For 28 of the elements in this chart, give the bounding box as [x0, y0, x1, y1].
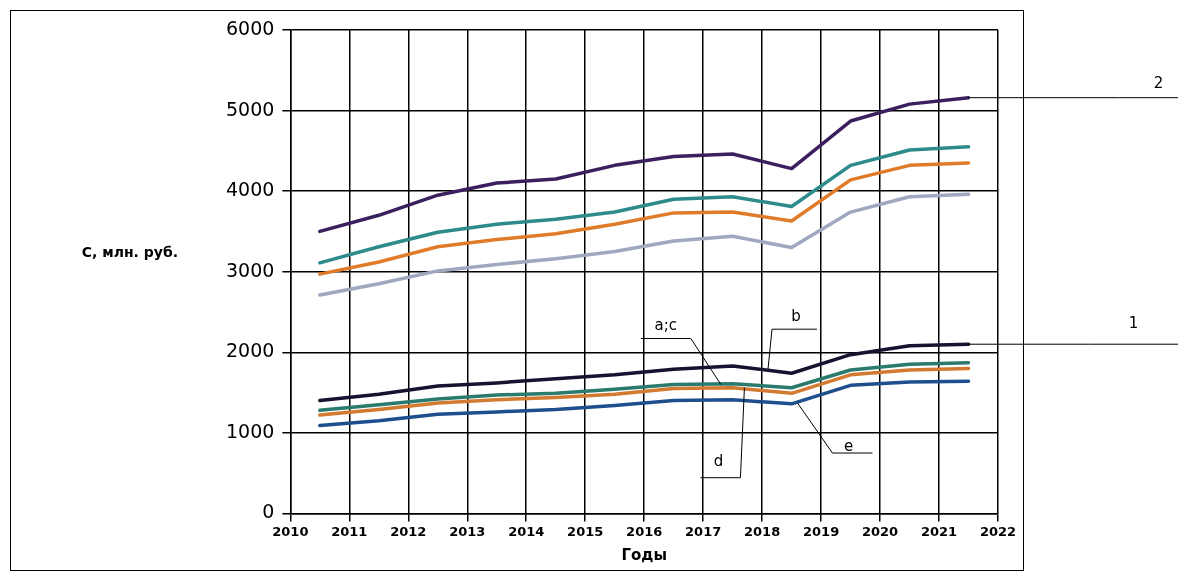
- x-tick-label: 2016: [626, 523, 663, 539]
- y-tick-label: 1000: [225, 419, 275, 442]
- x-axis-title: Годы: [621, 545, 667, 564]
- x-tick-label: 2021: [920, 523, 958, 539]
- y-tick-label: 2000: [225, 339, 275, 362]
- annotation: e: [843, 436, 854, 455]
- y-tick-label: 0: [262, 500, 275, 523]
- annotation: d: [713, 451, 724, 470]
- x-tick-label: 2013: [449, 523, 486, 539]
- y-tick-label: 4000: [225, 178, 275, 201]
- annotation: b: [791, 307, 801, 326]
- annotation: 1: [1128, 314, 1139, 333]
- x-tick-label: 2014: [508, 523, 545, 539]
- y-tick-label: 3000: [225, 258, 275, 281]
- x-tick-label: 2022: [979, 523, 1017, 539]
- y-tick-label: 6000: [225, 16, 275, 39]
- x-tick-label: 2017: [685, 523, 722, 539]
- x-tick-label: 2018: [744, 523, 781, 539]
- x-tick-label: 2020: [861, 523, 899, 539]
- x-tick-label: 2010: [272, 523, 309, 539]
- x-tick-label: 2015: [567, 523, 604, 539]
- y-tick-label: 5000: [225, 97, 275, 120]
- x-tick-label: 2012: [390, 523, 427, 539]
- annotation: 2: [1153, 73, 1164, 92]
- x-tick-label: 2011: [331, 523, 368, 539]
- x-tick-label: 2019: [802, 523, 840, 539]
- annotation: a;c: [654, 316, 678, 335]
- y-axis-title: С, млн. руб.: [81, 244, 178, 261]
